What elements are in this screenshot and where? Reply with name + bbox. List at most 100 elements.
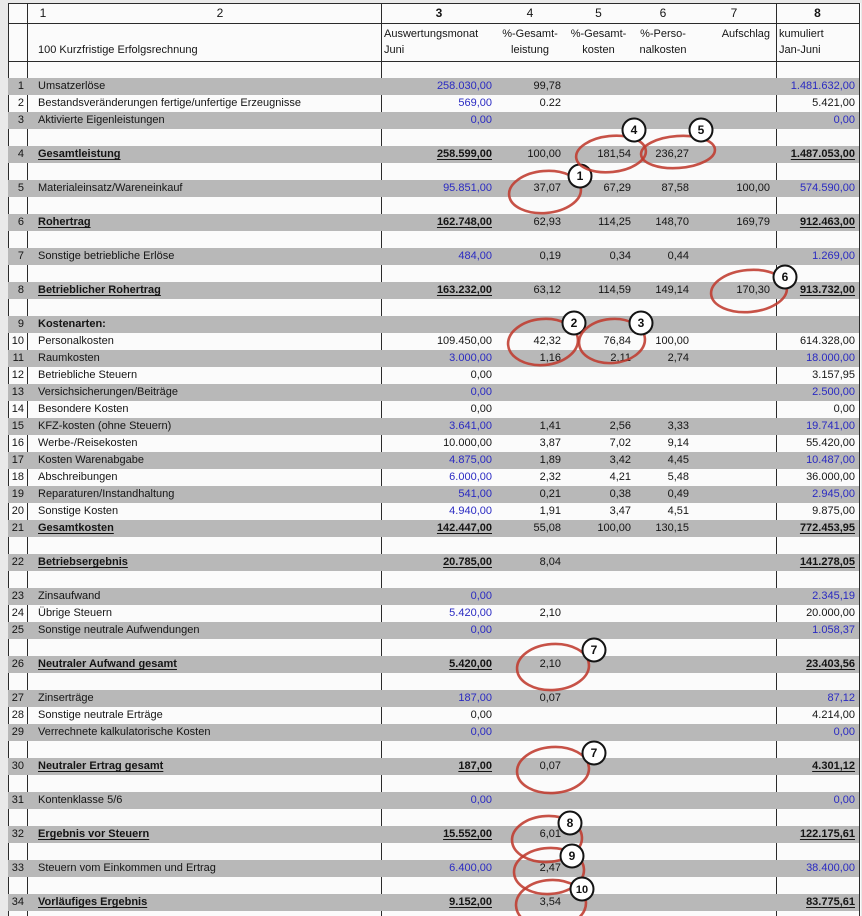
report-title-cell[interactable]: 100 Kurzfristige Erfolgsrechnung [38, 44, 198, 56]
cell-pct-gesamtkosten[interactable]: 2,11 [610, 352, 631, 364]
row-number[interactable]: 4 [17, 148, 24, 160]
row-label[interactable]: Materialeinsatz/Wareneinkauf [38, 182, 183, 194]
row-label[interactable]: Zinserträge [38, 692, 94, 704]
cell-kumuliert[interactable]: 20.000,00 [806, 607, 855, 619]
cell-aufschlag[interactable] [692, 707, 776, 724]
cell-pct-personalkosten[interactable] [634, 690, 692, 707]
cell-aufschlag[interactable] [692, 758, 776, 775]
cell-pct-personalkosten[interactable]: 4,45 [667, 454, 689, 466]
row-label[interactable]: Ergebnis vor Steuern [38, 828, 150, 840]
row-label[interactable]: Gesamtleistung [38, 148, 121, 160]
cell-pct-personalkosten[interactable] [634, 95, 692, 112]
cell-kumuliert[interactable]: 3.157,95 [812, 369, 855, 381]
cell-aufschlag[interactable] [692, 554, 776, 571]
col-header-3[interactable]: 3 [435, 6, 443, 20]
cell-aufschlag[interactable] [692, 112, 776, 129]
row-number[interactable]: 5 [17, 182, 24, 194]
row-label[interactable]: Kostenarten: [38, 318, 106, 330]
cell-pct-gesamtleistung[interactable]: 0.22 [539, 97, 561, 109]
cell-pct-gesamtleistung[interactable]: 0,07 [539, 692, 561, 704]
cell-aufschlag[interactable] [692, 350, 776, 367]
cell-aufschlag[interactable] [692, 622, 776, 639]
cell-monat[interactable]: 6.400,00 [449, 862, 492, 874]
cell-monat[interactable]: 0,00 [470, 369, 492, 381]
cell-monat[interactable]: 187,00 [458, 760, 492, 772]
cell-pct-gesamtkosten[interactable] [563, 724, 634, 741]
row-number[interactable]: 11 [12, 352, 24, 364]
header-aufschlag[interactable]: Aufschlag [721, 28, 770, 40]
header-kumuliert[interactable]: kumuliert Jan-Juni [779, 26, 824, 58]
cell-monat[interactable]: 0,00 [470, 709, 492, 721]
cell-pct-gesamtkosten[interactable] [563, 367, 634, 384]
row-label[interactable]: Sonstige neutrale Erträge [38, 709, 163, 721]
row-number[interactable]: 14 [11, 403, 24, 415]
cell-kumuliert[interactable]: 0,00 [833, 726, 855, 738]
cell-monat[interactable]: 0,00 [470, 386, 492, 398]
cell-pct-gesamtleistung[interactable] [497, 724, 563, 741]
cell-pct-personalkosten[interactable] [634, 656, 692, 673]
row-number[interactable]: 20 [11, 505, 24, 517]
cell-pct-gesamtleistung[interactable]: 37,07 [533, 182, 561, 194]
row-label[interactable]: Betrieblicher Rohertrag [38, 284, 161, 296]
row-label[interactable]: Abschreibungen [38, 471, 118, 483]
row-number[interactable]: 31 [11, 794, 24, 806]
cell-monat[interactable]: 5.420,00 [449, 607, 492, 619]
row-label[interactable]: Reparaturen/Instandhaltung [38, 488, 175, 500]
col-header-1[interactable]: 1 [39, 6, 47, 20]
cell-pct-gesamtkosten[interactable] [563, 622, 634, 639]
cell-aufschlag[interactable] [692, 826, 776, 843]
cell-monat[interactable]: 5.420,00 [449, 658, 492, 670]
col-header-4[interactable]: 4 [526, 6, 534, 20]
cell-aufschlag[interactable] [692, 384, 776, 401]
cell-pct-gesamtkosten[interactable] [563, 588, 634, 605]
cell-kumuliert[interactable]: 19.741,00 [806, 420, 855, 432]
cell-monat[interactable]: 142.447,00 [436, 522, 492, 534]
cell-pct-gesamtkosten[interactable] [563, 656, 634, 673]
cell-kumuliert[interactable]: 18.000,00 [806, 352, 855, 364]
cell-pct-personalkosten[interactable]: 9,14 [667, 437, 689, 449]
cell-monat[interactable]: 162.748,00 [436, 216, 492, 228]
cell-kumuliert[interactable]: 141.278,05 [799, 556, 855, 568]
cell-pct-gesamtkosten[interactable] [563, 384, 634, 401]
cell-pct-gesamtkosten[interactable] [563, 605, 634, 622]
cell-pct-gesamtkosten[interactable] [563, 95, 634, 112]
cell-pct-gesamtleistung[interactable]: 1,16 [539, 352, 561, 364]
cell-pct-gesamtleistung[interactable]: 0,07 [539, 760, 561, 772]
cell-pct-personalkosten[interactable]: 149,14 [655, 284, 689, 296]
cell-pct-gesamtkosten[interactable] [563, 758, 634, 775]
cell-pct-gesamtkosten[interactable]: 2,56 [609, 420, 631, 432]
cell-kumuliert[interactable]: 2.500,00 [812, 386, 855, 398]
cell-pct-personalkosten[interactable]: 5,48 [667, 471, 689, 483]
row-label[interactable]: Sonstige Kosten [38, 505, 119, 517]
cell-kumuliert[interactable]: 2.345,19 [812, 590, 855, 602]
row-number[interactable]: 17 [11, 454, 24, 466]
row-number[interactable]: 9 [17, 318, 24, 330]
cell-monat[interactable]: 0,00 [470, 794, 492, 806]
cell-pct-gesamtleistung[interactable] [497, 367, 563, 384]
header-auswertungsmonat[interactable]: Auswertungsmonat Juni [384, 26, 478, 58]
cell-aufschlag[interactable] [692, 503, 776, 520]
cell-monat[interactable]: 6.000,00 [449, 471, 492, 483]
row-label[interactable]: Bestandsveränderungen fertige/unfertige … [38, 97, 301, 109]
row-number[interactable]: 32 [11, 828, 24, 840]
cell-kumuliert[interactable]: 0,00 [833, 794, 855, 806]
cell-monat[interactable]: 0,00 [470, 403, 492, 415]
cell-aufschlag[interactable] [692, 656, 776, 673]
row-label[interactable]: Sonstige neutrale Aufwendungen [38, 624, 200, 636]
row-label[interactable]: Neutraler Aufwand gesamt [38, 658, 177, 670]
header-pct-personalkosten[interactable]: %-Perso- nalkosten [634, 26, 692, 58]
cell-kumuliert[interactable]: 122.175,61 [799, 828, 855, 840]
cell-pct-gesamtkosten[interactable]: 0,38 [609, 488, 631, 500]
cell-aufschlag[interactable] [692, 792, 776, 809]
cell-pct-gesamtleistung[interactable]: 3,87 [539, 437, 561, 449]
cell-pct-gesamtkosten[interactable] [563, 792, 634, 809]
cell-kumuliert[interactable]: 1.487.053,00 [790, 148, 855, 160]
cell-pct-personalkosten[interactable] [634, 384, 692, 401]
cell-kumuliert[interactable]: 9.875,00 [812, 505, 855, 517]
cell-monat[interactable]: 0,00 [470, 114, 492, 126]
cell-pct-gesamtleistung[interactable]: 100,00 [527, 148, 561, 160]
cell-pct-personalkosten[interactable] [634, 554, 692, 571]
cell-aufschlag[interactable] [692, 367, 776, 384]
cell-pct-gesamtkosten[interactable] [563, 401, 634, 418]
row-number[interactable]: 30 [11, 760, 24, 772]
